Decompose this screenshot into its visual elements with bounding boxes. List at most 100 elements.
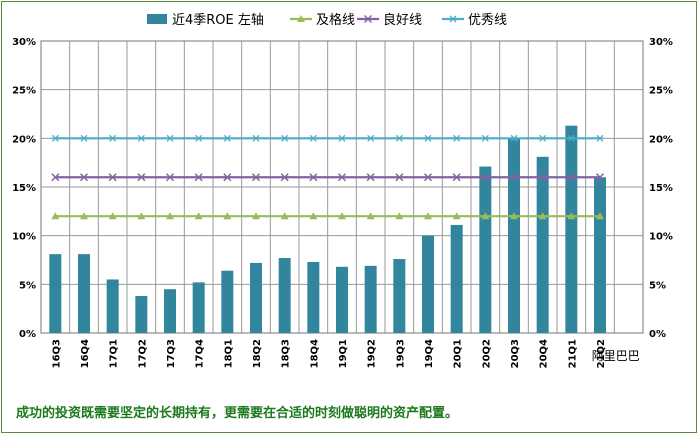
- threshold-marker: [509, 173, 519, 182]
- threshold-marker: [567, 212, 576, 220]
- legend-label: 优秀线: [468, 13, 507, 28]
- x-tick-label: 20Q4: [539, 339, 550, 368]
- threshold-marker: [366, 173, 375, 182]
- y-tick-label-right: 0%: [649, 329, 666, 340]
- y-tick-label-left: 30%: [12, 37, 36, 48]
- x-tick-label: 21Q2: [596, 339, 607, 368]
- x-tick-label: 18Q1: [223, 339, 234, 368]
- threshold-marker: [80, 134, 88, 142]
- threshold-marker: [567, 173, 576, 182]
- threshold-marker: [595, 173, 605, 182]
- y-tick-label-left: 5%: [19, 280, 36, 291]
- roe-bar: [479, 166, 492, 333]
- threshold-marker: [251, 173, 261, 182]
- x-tick-label: 20Q2: [481, 339, 492, 368]
- threshold-marker: [280, 173, 289, 182]
- threshold-marker: [165, 173, 175, 182]
- legend-label: 良好线: [383, 12, 422, 28]
- threshold-marker: [166, 134, 174, 142]
- roe-bar: [594, 177, 606, 333]
- threshold-marker: [452, 173, 461, 182]
- threshold-marker: [452, 134, 461, 142]
- roe-bar: [565, 125, 578, 334]
- threshold-marker: [309, 134, 318, 142]
- threshold-marker: [538, 212, 547, 220]
- threshold-marker: [481, 134, 490, 142]
- threshold-marker: [538, 173, 547, 182]
- threshold-marker: [108, 212, 117, 220]
- threshold-marker: [79, 173, 89, 182]
- threshold-marker: [596, 134, 604, 142]
- threshold-marker: [395, 212, 404, 220]
- y-tick-label-left: 20%: [12, 134, 36, 145]
- y-tick-label-left: 10%: [12, 232, 36, 243]
- x-tick-label: 19Q4: [424, 339, 435, 368]
- roe-bar: [250, 262, 262, 333]
- threshold-marker: [567, 134, 576, 142]
- threshold-marker: [194, 212, 203, 220]
- roe-bar: [106, 279, 119, 333]
- x-tick-label: 19Q3: [395, 339, 406, 368]
- roe-bar: [364, 265, 377, 333]
- x-tick-label: 16Q3: [51, 339, 62, 368]
- threshold-marker: [366, 212, 375, 220]
- threshold-marker: [51, 212, 60, 220]
- caption-text: 成功的投资既需要坚定的长期持有，更需要在合适的时刻做聪明的资产配置。: [16, 406, 459, 421]
- threshold-marker: [280, 212, 289, 220]
- threshold-marker: [424, 212, 432, 220]
- x-tick-label: 18Q3: [281, 339, 292, 368]
- threshold-marker: [51, 173, 60, 182]
- roe-bar: [393, 259, 406, 333]
- legend-label: 及格线: [316, 12, 355, 28]
- x-tick-label: 20Q3: [510, 339, 521, 368]
- threshold-marker: [510, 212, 518, 220]
- legend-label: 近4季ROE 左轴: [172, 13, 264, 28]
- threshold-marker: [280, 134, 289, 142]
- y-tick-label-left: 15%: [12, 183, 36, 194]
- threshold-marker: [452, 212, 461, 220]
- legend-marker: [449, 15, 457, 23]
- threshold-marker: [366, 134, 375, 142]
- threshold-marker: [510, 134, 518, 142]
- y-tick-label-right: 15%: [649, 183, 673, 194]
- threshold-marker: [137, 212, 146, 220]
- y-tick-label-right: 5%: [649, 280, 666, 291]
- roe-bar: [78, 254, 90, 333]
- threshold-marker: [596, 212, 604, 220]
- roe-bar: [49, 254, 62, 333]
- threshold-marker: [108, 173, 117, 182]
- threshold-marker: [309, 173, 318, 182]
- y-tick-label-right: 10%: [649, 232, 673, 243]
- roe-bar: [135, 296, 148, 333]
- threshold-marker: [337, 173, 347, 182]
- roe-bar: [221, 270, 234, 333]
- threshold-marker: [137, 134, 146, 142]
- roe-bar: [307, 261, 320, 333]
- threshold-marker: [424, 134, 432, 142]
- threshold-marker: [481, 173, 490, 182]
- x-tick-label: 18Q4: [309, 339, 320, 368]
- x-tick-label: 18Q2: [252, 339, 263, 368]
- threshold-marker: [108, 134, 117, 142]
- roe-bar: [278, 258, 291, 333]
- threshold-marker: [538, 134, 547, 142]
- threshold-marker: [223, 212, 232, 220]
- threshold-marker: [194, 173, 203, 182]
- x-tick-label: 17Q2: [137, 339, 148, 368]
- legend-marker: [297, 15, 305, 22]
- x-group-label: 阿里巴巴: [592, 349, 640, 363]
- roe-bar: [450, 224, 463, 333]
- roe-bar: [422, 235, 434, 333]
- threshold-marker: [395, 134, 404, 142]
- threshold-marker: [338, 212, 346, 220]
- x-tick-label: 17Q4: [195, 339, 206, 368]
- legend-swatch-bar: [147, 14, 167, 24]
- x-tick-label: 19Q2: [367, 339, 378, 368]
- threshold-marker: [137, 173, 146, 182]
- threshold-marker: [309, 212, 318, 220]
- threshold-marker: [481, 212, 490, 220]
- roe-bar: [536, 156, 549, 333]
- roe-bar: [192, 282, 205, 333]
- threshold-marker: [423, 173, 433, 182]
